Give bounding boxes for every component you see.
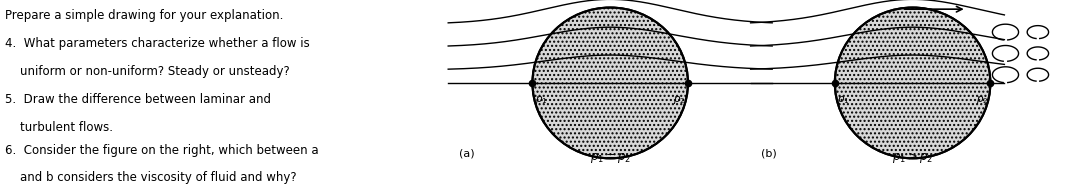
Text: 4.  What parameters characterize whether a flow is: 4. What parameters characterize whether …: [5, 37, 310, 50]
Text: $p_1$: $p_1$: [535, 94, 548, 106]
Text: $p_1 > p_2$: $p_1 > p_2$: [892, 150, 933, 165]
Text: $p_2$: $p_2$: [673, 94, 686, 106]
Text: $p_1 = p_2$: $p_1 = p_2$: [590, 151, 631, 165]
Text: (a): (a): [459, 148, 474, 158]
Text: turbulent flows.: turbulent flows.: [5, 121, 113, 134]
Text: 5.  Draw the difference between laminar and: 5. Draw the difference between laminar a…: [5, 93, 271, 106]
Text: 6.  Consider the figure on the right, which between a: 6. Consider the figure on the right, whi…: [5, 144, 319, 157]
Text: uniform or non-uniform? Steady or unsteady?: uniform or non-uniform? Steady or unstea…: [5, 65, 291, 78]
Text: Prepare a simple drawing for your explanation.: Prepare a simple drawing for your explan…: [5, 9, 284, 22]
Ellipse shape: [532, 8, 688, 158]
Ellipse shape: [835, 8, 990, 158]
Text: (b): (b): [761, 148, 778, 158]
Text: $p_2$: $p_2$: [975, 94, 988, 106]
Text: $p_1$: $p_1$: [837, 94, 850, 106]
Text: and b considers the viscosity of fluid and why?: and b considers the viscosity of fluid a…: [5, 171, 297, 184]
